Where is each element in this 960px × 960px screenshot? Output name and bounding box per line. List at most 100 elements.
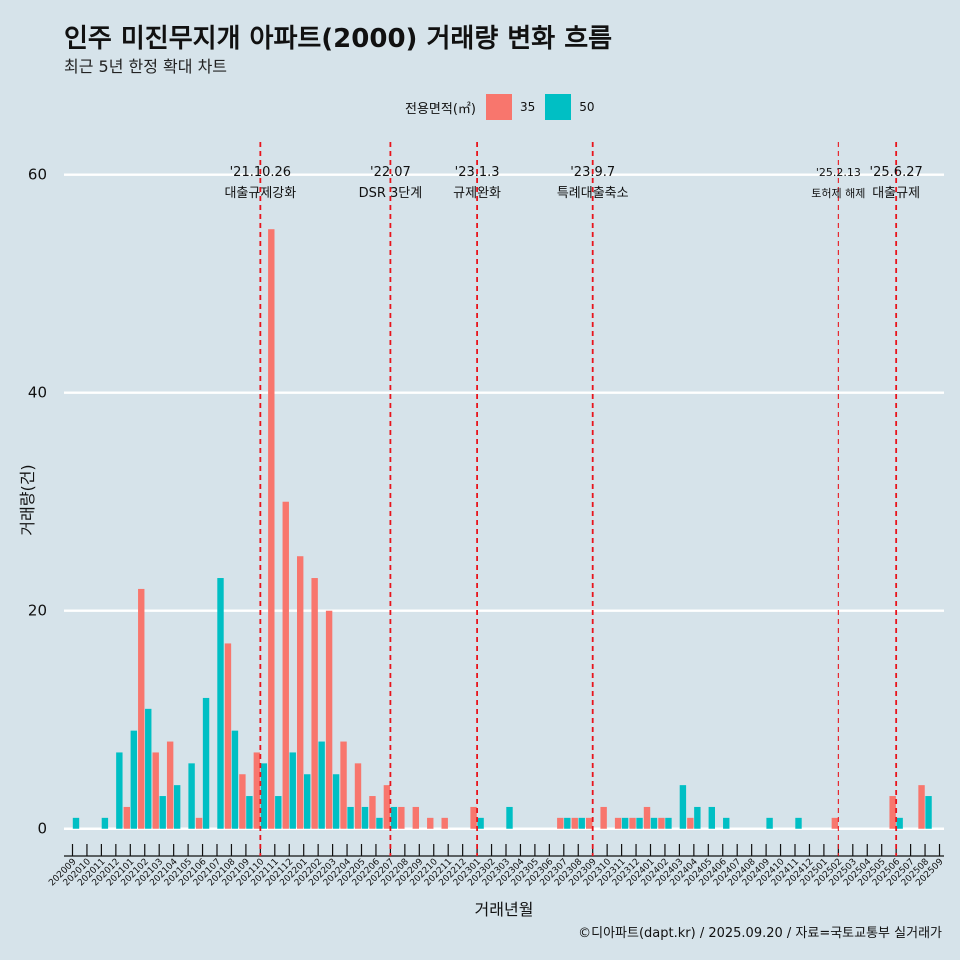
bar-35-202110 bbox=[253, 752, 261, 829]
y-axis-title: 거래량(건) bbox=[18, 464, 37, 535]
bar-35-202102 bbox=[138, 588, 145, 829]
chart-title: 인주 미진무지개 아파트(2000) 거래량 변화 흐름 bbox=[64, 24, 613, 54]
y-tick-label-60: 60 bbox=[28, 166, 47, 184]
bar-35-202307 bbox=[557, 817, 564, 829]
bar-35-202402 bbox=[658, 817, 665, 829]
event-name-label-4: 토허제 해제 bbox=[811, 186, 865, 200]
bar-50-202106 bbox=[202, 697, 210, 829]
bar-50-202409 bbox=[766, 817, 773, 829]
bar-35-202106 bbox=[195, 817, 203, 829]
bar-35-202210 bbox=[427, 817, 434, 829]
bar-35-202312 bbox=[629, 817, 636, 829]
y-tick-label-20: 20 bbox=[28, 602, 47, 620]
bar-35-202201 bbox=[297, 556, 304, 829]
bar-35-202309 bbox=[586, 817, 593, 829]
y-tick-label-0: 0 bbox=[37, 820, 47, 838]
legend-title: 전용면적(㎡) bbox=[405, 101, 476, 117]
bar-35-202311 bbox=[614, 817, 622, 829]
legend-label-50: 50 bbox=[579, 100, 595, 114]
bar-35-202206 bbox=[369, 796, 376, 829]
bar-35-202301 bbox=[470, 806, 477, 829]
bar-35-202108 bbox=[224, 643, 232, 829]
event-date-label-4: '25.2.13 bbox=[816, 166, 861, 179]
event-name-label-5: 대출규제 bbox=[872, 186, 920, 201]
bar-35-202207 bbox=[383, 785, 391, 829]
bar-50-202311 bbox=[621, 817, 629, 829]
bar-35-202203 bbox=[325, 610, 333, 829]
event-date-label-1: '22.07 bbox=[370, 165, 411, 180]
x-axis-title: 거래년월 bbox=[475, 900, 534, 919]
source-caption: ©디아파트(dapt.kr) / 2025.09.20 / 자료=국토교통부 실… bbox=[578, 926, 942, 941]
bar-35-202109 bbox=[239, 774, 246, 829]
bar-35-202506 bbox=[889, 796, 896, 829]
bar-35-202401 bbox=[643, 806, 651, 829]
bar-50-202205 bbox=[361, 806, 369, 829]
bar-35-202308 bbox=[571, 817, 578, 829]
legend-key-35: 35 bbox=[485, 94, 536, 120]
bar-50-202207 bbox=[390, 806, 398, 829]
event-name-label-0: 대출규제강화 bbox=[224, 186, 296, 201]
bar-50-202103 bbox=[159, 796, 166, 829]
bar-50-202406 bbox=[723, 817, 730, 829]
bar-50-202101 bbox=[130, 730, 137, 829]
bar-50-202203 bbox=[332, 774, 340, 829]
bar-50-202508 bbox=[925, 796, 932, 829]
event-name-label-3: 특례대출축소 bbox=[557, 186, 629, 201]
bar-35-202404 bbox=[687, 817, 694, 829]
bar-50-202109 bbox=[246, 796, 253, 829]
event-name-label-1: DSR 3단계 bbox=[359, 186, 423, 201]
bar-50-202206 bbox=[376, 817, 383, 829]
bar-50-202111 bbox=[275, 796, 282, 829]
bar-50-202107 bbox=[217, 578, 224, 829]
bar-50-202308 bbox=[578, 817, 585, 829]
bar-50-202105 bbox=[188, 763, 195, 829]
bar-50-202202 bbox=[318, 741, 325, 829]
bar-50-202011 bbox=[101, 817, 109, 829]
legend: 전용면적(㎡) 35 50 bbox=[405, 92, 595, 122]
bar-35-202202 bbox=[311, 578, 318, 829]
bar-50-202402 bbox=[665, 817, 672, 829]
bar-50-202012 bbox=[116, 752, 123, 829]
bar-50-202312 bbox=[636, 817, 643, 829]
bar-35-202101 bbox=[123, 806, 130, 829]
legend-key-50: 50 bbox=[545, 94, 595, 120]
bar-35-202112 bbox=[282, 501, 289, 829]
bar-50-202201 bbox=[304, 774, 311, 829]
event-date-label-3: '23.9.7 bbox=[570, 165, 615, 180]
bar-50-202404 bbox=[694, 806, 701, 829]
event-date-label-0: '21.10.26 bbox=[230, 165, 291, 180]
event-name-label-2: 규제완화 bbox=[453, 186, 501, 201]
bar-35-202310 bbox=[600, 806, 607, 829]
bar-35-202208 bbox=[398, 806, 405, 829]
bar-50-202506 bbox=[896, 817, 903, 829]
bar-50-202411 bbox=[795, 817, 802, 829]
event-date-label-5: '25.6.27 bbox=[870, 165, 923, 180]
bar-50-202104 bbox=[173, 785, 181, 829]
bar-35-202204 bbox=[340, 741, 347, 829]
bar-50-202401 bbox=[650, 817, 658, 829]
bar-50-202403 bbox=[679, 785, 687, 829]
chart-subtitle: 최근 5년 한정 확대 차트 bbox=[64, 57, 228, 76]
bar-35-202508 bbox=[918, 785, 925, 829]
bar-50-202112 bbox=[289, 752, 296, 829]
bar-35-202502 bbox=[831, 817, 839, 829]
bar-35-202211 bbox=[441, 817, 448, 829]
legend-swatch-50 bbox=[545, 94, 572, 120]
bar-50-202301 bbox=[477, 817, 484, 829]
bar-50-202204 bbox=[347, 806, 354, 829]
bar-50-202110 bbox=[260, 763, 268, 829]
bar-35-202104 bbox=[166, 741, 174, 829]
bar-50-202405 bbox=[708, 806, 715, 829]
legend-swatch-35 bbox=[485, 94, 512, 120]
bar-50-202307 bbox=[564, 817, 571, 829]
bar-35-202103 bbox=[152, 752, 159, 829]
bar-35-202111 bbox=[268, 229, 275, 829]
bar-35-202209 bbox=[412, 806, 419, 829]
bar-35-202205 bbox=[354, 763, 362, 829]
bar-50-202108 bbox=[231, 730, 239, 829]
bar-50-202102 bbox=[145, 708, 152, 829]
legend-label-35: 35 bbox=[519, 100, 536, 114]
event-date-label-2: '23.1.3 bbox=[455, 165, 500, 180]
